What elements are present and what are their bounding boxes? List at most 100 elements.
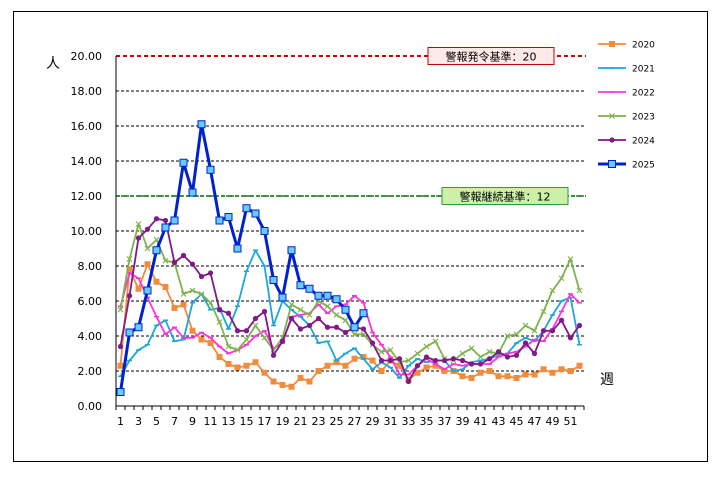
- data-point: [341, 305, 350, 314]
- data-point: [198, 336, 205, 343]
- data-point: [522, 340, 529, 346]
- data-point: [323, 291, 332, 300]
- data-point: [540, 366, 547, 373]
- data-point: [359, 309, 368, 318]
- data-point: [207, 299, 214, 306]
- data-point: [333, 324, 340, 330]
- data-point: [279, 338, 286, 344]
- data-point: [468, 361, 475, 367]
- legend-label: 2020: [632, 41, 655, 51]
- data-point: [234, 364, 241, 371]
- data-point: [287, 246, 296, 255]
- data-point: [252, 315, 259, 322]
- legend-label: 2021: [632, 65, 655, 75]
- data-point: [198, 291, 205, 297]
- legend-entry: 2024: [598, 137, 655, 147]
- data-point: [315, 315, 322, 322]
- data-point: [189, 261, 196, 267]
- series-line: [119, 263, 580, 388]
- data-point: [414, 369, 421, 376]
- data-point: [144, 261, 151, 268]
- series-lines: [116, 120, 583, 396]
- data-point: [260, 227, 269, 235]
- data-point: [540, 308, 547, 315]
- data-point: [180, 252, 187, 259]
- x-tick-label: 3: [135, 415, 142, 428]
- data-point: [179, 158, 188, 167]
- data-point: [414, 350, 421, 357]
- x-tick-label: 9: [189, 415, 196, 428]
- data-point: [153, 278, 160, 285]
- data-point: [477, 354, 484, 360]
- data-point: [423, 343, 430, 350]
- data-point: [558, 275, 565, 282]
- data-point: [378, 368, 385, 374]
- data-point: [576, 287, 583, 294]
- data-point: [162, 257, 169, 264]
- data-point: [378, 348, 385, 355]
- y-axis-label: 人: [46, 56, 60, 72]
- data-point: [351, 355, 358, 362]
- y-tick-label: 0.00: [78, 400, 103, 413]
- x-tick-label: 25: [330, 415, 344, 428]
- data-point: [549, 328, 556, 334]
- data-point: [261, 334, 268, 341]
- data-point: [270, 352, 277, 358]
- data-point: [198, 273, 205, 280]
- data-point: [332, 295, 341, 304]
- data-point: [162, 217, 169, 224]
- data-point: [567, 368, 574, 374]
- data-point: [189, 287, 196, 294]
- data-point: [261, 308, 268, 315]
- data-point: [314, 291, 323, 300]
- y-tick-label: 4.00: [78, 330, 103, 343]
- legend: 2020 2021 2022 2023 2024 2025: [598, 41, 655, 171]
- data-point: [567, 335, 574, 341]
- data-point: [522, 322, 529, 329]
- data-point: [306, 312, 313, 318]
- data-point: [269, 276, 278, 284]
- data-point: [252, 359, 259, 366]
- legend-entry: 2022: [598, 89, 655, 99]
- series-line: [119, 122, 365, 393]
- x-tick-label: 15: [240, 415, 254, 428]
- data-point: [387, 357, 394, 364]
- data-point: [135, 221, 142, 227]
- x-tick-label: 35: [420, 415, 434, 428]
- x-tick-label: 41: [474, 415, 488, 428]
- data-point: [459, 357, 466, 364]
- data-point: [126, 293, 133, 299]
- data-point: [504, 333, 511, 339]
- series-line: [119, 223, 581, 364]
- data-point: [576, 362, 583, 369]
- x-tick-label: 45: [510, 415, 524, 428]
- data-point: [540, 328, 547, 334]
- y-tick-label: 12.00: [71, 190, 103, 203]
- data-point: [296, 281, 305, 290]
- data-point: [117, 362, 124, 369]
- data-point: [405, 357, 412, 364]
- series-2024: [117, 216, 583, 385]
- y-tick-label: 18.00: [71, 85, 103, 98]
- data-point: [333, 312, 340, 318]
- data-point: [609, 41, 615, 47]
- data-point: [117, 343, 124, 350]
- data-point: [251, 209, 260, 218]
- data-point: [522, 371, 529, 378]
- axes: 0.00 2.00 4.00 6.00 8.00 10.00 12.00 14.00 16.00…: [71, 50, 585, 428]
- y-tick-label: 20.00: [71, 50, 103, 63]
- series-2025: [116, 120, 368, 396]
- threshold-label: 警報継続基準：12: [460, 190, 551, 204]
- legend-entry: 2020: [598, 41, 655, 51]
- data-point: [549, 287, 556, 294]
- x-tick-label: 1: [117, 415, 124, 428]
- data-point: [495, 349, 502, 355]
- data-point: [576, 322, 583, 329]
- data-point: [171, 305, 178, 311]
- data-point: [134, 323, 143, 332]
- x-tick-label: 19: [276, 415, 290, 428]
- data-point: [216, 307, 223, 313]
- data-point: [378, 357, 385, 364]
- data-point: [153, 216, 160, 222]
- x-tick-label: 23: [312, 415, 326, 428]
